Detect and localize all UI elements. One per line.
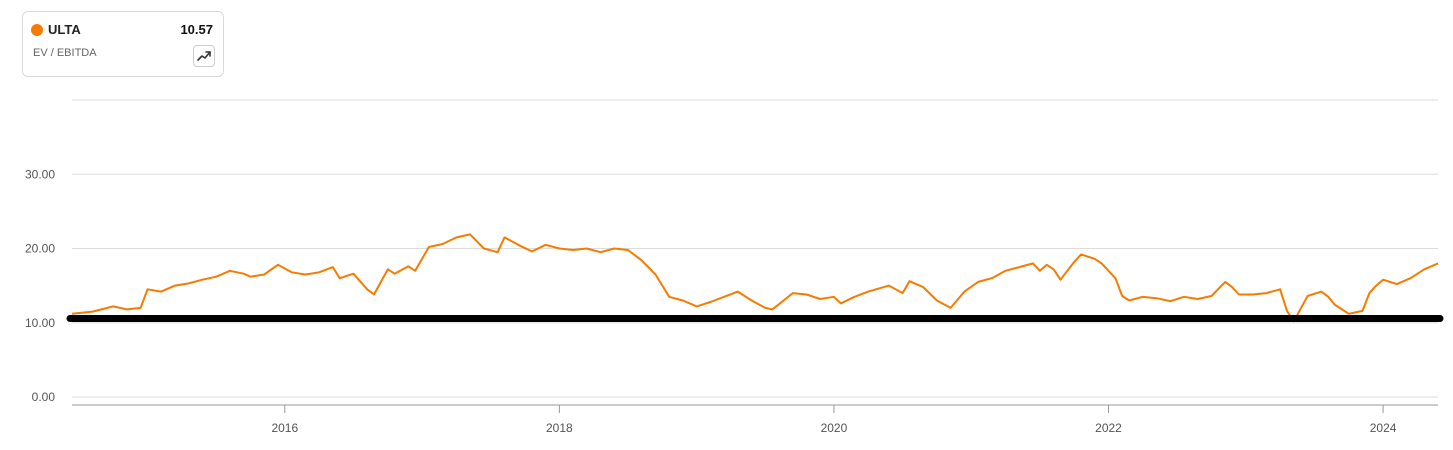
y-tick-label: 20.00 xyxy=(25,242,55,256)
y-tick-label: 0.00 xyxy=(32,390,56,404)
y-tick-label: 30.00 xyxy=(25,167,55,181)
series-color-dot xyxy=(31,24,43,36)
x-tick-label: 2024 xyxy=(1370,421,1397,435)
legend-ticker: ULTA xyxy=(48,22,81,37)
legend-metric: EV / EBITDA xyxy=(33,47,97,59)
x-tick-label: 2020 xyxy=(821,421,848,435)
legend-card: ULTA 10.57 EV / EBITDA xyxy=(22,11,224,77)
x-tick-label: 2018 xyxy=(546,421,573,435)
legend-value: 10.57 xyxy=(180,22,213,37)
trend-toggle-button[interactable] xyxy=(193,45,215,67)
x-tick-label: 2016 xyxy=(271,421,298,435)
trending-up-icon xyxy=(197,51,211,61)
x-tick-label: 2022 xyxy=(1095,421,1122,435)
series-line-ulta xyxy=(71,233,1439,323)
y-tick-label: 10.00 xyxy=(25,316,55,330)
